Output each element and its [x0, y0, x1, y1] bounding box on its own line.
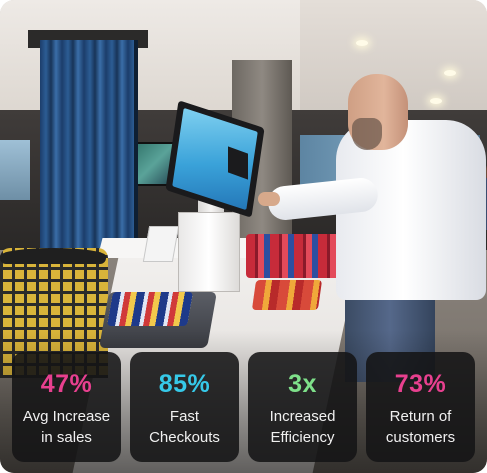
stats-row: 47% Avg Increase in sales 85% Fast Check…: [12, 352, 475, 462]
stat-label-line: Fast: [169, 408, 200, 425]
stat-sales-increase: 47% Avg Increase in sales: [12, 352, 121, 462]
stat-label-line: in sales: [41, 429, 92, 446]
ceiling-light: [356, 40, 368, 46]
menu-card: [142, 226, 180, 262]
snack-bin: [251, 280, 323, 310]
stat-efficiency: 3x Increased Efficiency: [248, 352, 357, 462]
stat-fast-checkouts: 85% Fast Checkouts: [130, 352, 239, 462]
stat-label-line: Increased: [269, 408, 336, 425]
stat-label-line: Avg Increase: [22, 408, 111, 425]
stat-value: 47%: [40, 370, 93, 398]
stat-value: 73%: [394, 370, 447, 398]
stat-label: Avg Increase in sales: [12, 406, 121, 448]
blue-pillar: [40, 40, 138, 255]
person-beard: [352, 118, 382, 150]
stat-label-line: Return of: [389, 408, 452, 425]
stat-label-line: Efficiency: [270, 429, 335, 446]
stat-label-line: Checkouts: [149, 429, 220, 446]
ceiling-light: [444, 70, 456, 76]
stat-label-line: customers: [385, 429, 456, 446]
stat-return-customers: 73% Return of customers: [366, 352, 475, 462]
snack-items: [107, 292, 193, 326]
stat-value: 85%: [158, 370, 211, 398]
ceiling-light: [430, 98, 442, 104]
glass-window: [0, 140, 30, 200]
stat-value: 3x: [288, 370, 317, 398]
stat-label: Return of customers: [366, 406, 475, 448]
stat-label: Fast Checkouts: [130, 406, 239, 448]
person-hand: [258, 192, 280, 206]
stat-label: Increased Efficiency: [248, 406, 357, 448]
basket-rim: [0, 248, 106, 264]
snack-rack: [246, 234, 346, 278]
kiosk-base: [178, 212, 240, 292]
